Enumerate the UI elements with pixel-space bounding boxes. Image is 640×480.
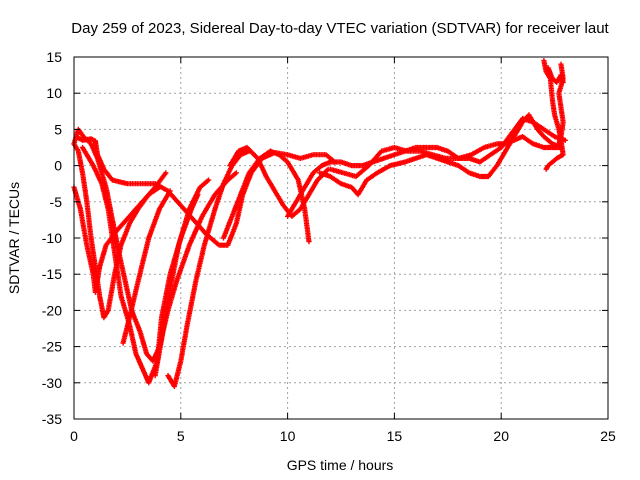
y-tick-label: -25 — [42, 339, 62, 355]
axis-ticks: 0 5 10 15 20 25 15 10 5 0 -5 -10 -15 -20 -25 -30 -35 — [42, 49, 616, 444]
y-tick-label: 5 — [54, 121, 62, 137]
y-tick-label: -20 — [42, 302, 62, 318]
series-track-10 — [227, 144, 331, 219]
series-markers — [545, 65, 566, 85]
series-markers — [285, 115, 568, 219]
y-tick-label: 10 — [46, 85, 62, 101]
chart-title: Day 259 of 2023, Sidereal Day-to-day VTE… — [71, 20, 609, 37]
series-markers — [165, 148, 252, 389]
series-track-9 — [220, 148, 312, 245]
x-tick-label: 15 — [387, 428, 403, 444]
x-tick-label: 20 — [493, 428, 509, 444]
y-axis-label: SDTVAR / TECUs — [6, 182, 22, 294]
x-axis-label: GPS time / hours — [287, 457, 394, 473]
x-tick-label: 10 — [280, 428, 296, 444]
y-tick-label: -15 — [42, 266, 62, 282]
series-track-8 — [152, 177, 212, 379]
series-markers — [220, 148, 312, 245]
x-tick-label: 25 — [600, 428, 616, 444]
y-tick-label: -5 — [50, 194, 63, 210]
x-tick-label: 0 — [70, 428, 78, 444]
series-track-16 — [545, 65, 566, 85]
series-track-11 — [285, 115, 568, 219]
series-track-2 — [71, 126, 239, 364]
y-tick-label: 15 — [46, 49, 62, 65]
series-markers — [120, 188, 173, 346]
series-markers — [152, 177, 212, 379]
x-tick-label: 5 — [177, 428, 185, 444]
y-tick-label: -30 — [42, 375, 62, 391]
y-tick-label: -35 — [42, 411, 62, 427]
series-markers — [71, 126, 239, 364]
series-markers — [227, 144, 331, 219]
y-tick-label: 0 — [54, 158, 62, 174]
series-track-7 — [165, 148, 252, 389]
series-track-13 — [327, 134, 564, 180]
y-tick-label: -10 — [42, 230, 62, 246]
series-layer — [71, 58, 568, 389]
series-track-6 — [120, 188, 173, 346]
series-markers — [327, 134, 564, 180]
